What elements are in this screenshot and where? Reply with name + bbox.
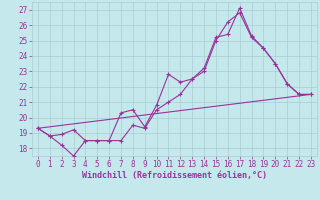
X-axis label: Windchill (Refroidissement éolien,°C): Windchill (Refroidissement éolien,°C) <box>82 171 267 180</box>
